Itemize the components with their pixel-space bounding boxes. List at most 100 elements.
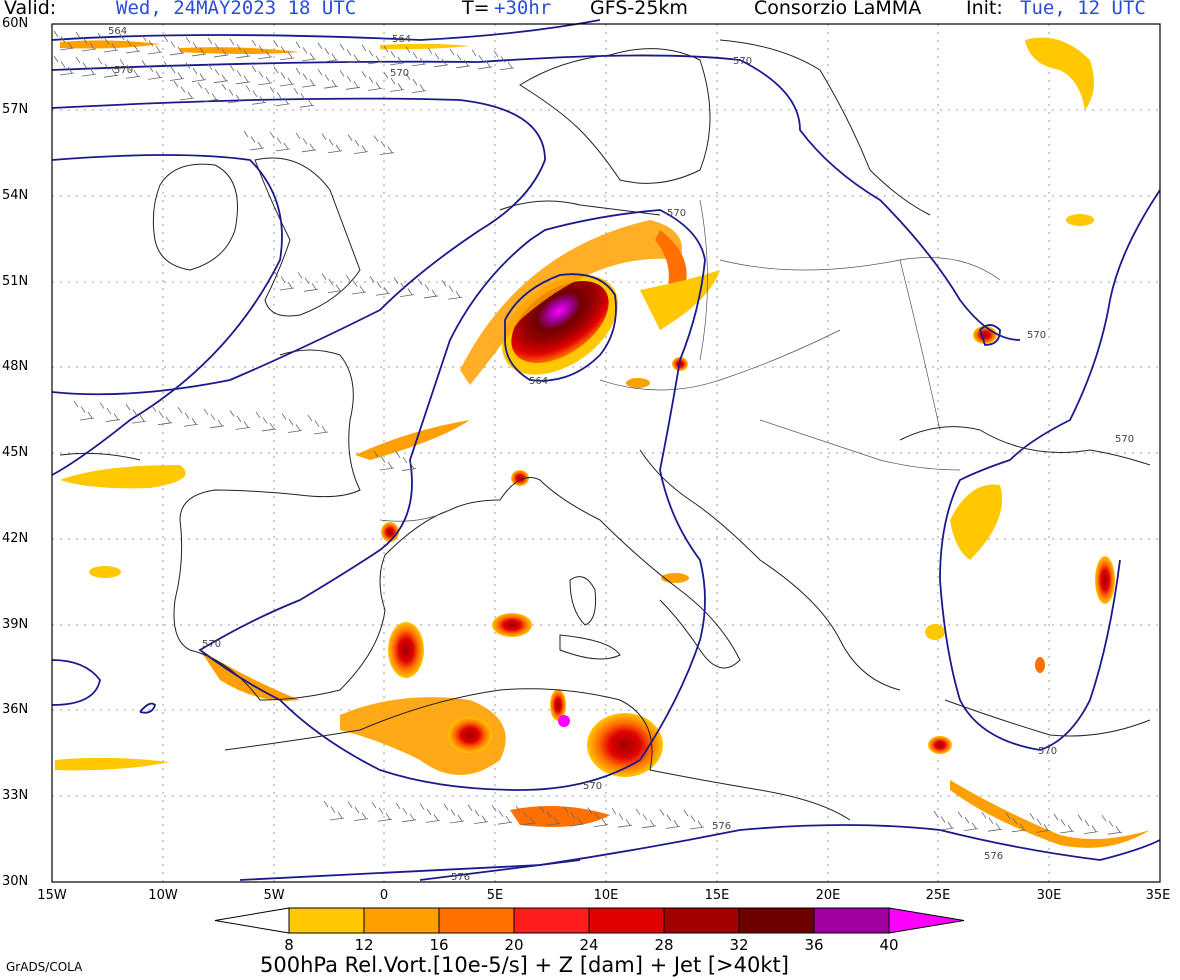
wind-barb xyxy=(141,34,163,55)
wind-barb xyxy=(163,61,185,81)
wind-barb xyxy=(321,133,343,154)
software-credit: GrADS/COLA xyxy=(6,960,83,974)
lat-label: 36N xyxy=(2,702,29,717)
valid-label: Valid: xyxy=(4,0,57,19)
wind-barb xyxy=(441,280,463,300)
wind-barb xyxy=(229,64,251,85)
wind-barb xyxy=(295,132,317,153)
wind-barb xyxy=(323,800,345,821)
init-label: Init: xyxy=(966,0,1003,19)
wind-barb xyxy=(251,65,273,86)
wind-barb xyxy=(273,66,295,87)
wind-barb xyxy=(53,55,75,76)
wind-barb xyxy=(405,46,427,67)
lat-label: 57N xyxy=(2,102,29,117)
wind-barb xyxy=(269,86,291,107)
wind-barb xyxy=(471,49,493,70)
contour-label: 570 xyxy=(202,639,221,650)
colorbar-bin xyxy=(513,907,590,934)
country-borders xyxy=(379,199,1001,522)
jet-wind-barbs xyxy=(53,30,1123,835)
contour-label: 570 xyxy=(1115,434,1134,445)
contour-label: 576 xyxy=(451,872,470,883)
wind-barb xyxy=(405,73,427,93)
height-contours xyxy=(51,19,1161,881)
lat-label: 33N xyxy=(2,788,29,803)
wind-barb xyxy=(141,60,163,80)
wind-barb xyxy=(73,400,95,421)
wind-barb xyxy=(119,59,141,79)
wind-barb xyxy=(245,85,267,105)
wind-barb xyxy=(97,57,119,78)
wind-barb xyxy=(317,68,339,89)
contour-labels: 564 564 570 570 570 570 564 570 570 570 … xyxy=(108,26,1134,883)
vorticity-shading xyxy=(55,37,1150,848)
wind-barb xyxy=(53,30,75,51)
wind-barb xyxy=(417,278,439,299)
lat-label: 45N xyxy=(2,445,29,460)
wind-barb xyxy=(269,131,291,152)
colorbar-bin xyxy=(438,907,515,934)
colorbar-tick: 16 xyxy=(429,936,449,954)
map-frame xyxy=(51,23,1161,883)
wind-barb xyxy=(1101,814,1123,835)
wind-barb xyxy=(933,810,955,831)
wind-barb xyxy=(373,450,395,471)
lon-label: 20E xyxy=(815,888,841,903)
contour-label: 570 xyxy=(114,65,133,76)
wind-barb xyxy=(347,801,369,821)
wind-barb xyxy=(611,807,633,828)
lat-label: 42N xyxy=(2,531,29,546)
wind-barb xyxy=(163,35,185,56)
wind-barb xyxy=(361,71,383,91)
wind-barb xyxy=(255,411,277,432)
lon-label: 35E xyxy=(1145,888,1171,903)
wind-barb xyxy=(295,41,317,62)
wind-barb xyxy=(297,272,319,292)
wind-barb xyxy=(97,32,119,53)
colorbar-bin xyxy=(738,907,815,934)
wind-barb xyxy=(177,407,199,427)
contour-label: 576 xyxy=(984,851,1003,862)
wind-barb xyxy=(683,809,705,830)
colorbar-bin xyxy=(363,907,440,934)
wind-barb xyxy=(185,36,207,57)
wind-barb xyxy=(493,50,515,71)
wind-barb xyxy=(635,808,657,829)
colorbar-bin xyxy=(588,907,665,934)
colorbar-tick: 8 xyxy=(284,936,294,954)
wind-barb xyxy=(395,802,417,823)
wind-barb xyxy=(207,37,229,58)
colorbar-tick: 32 xyxy=(729,936,749,954)
wind-barb xyxy=(427,47,449,68)
wind-barb xyxy=(339,70,361,90)
lon-label: 30E xyxy=(1036,888,1062,903)
forecast-hour: +30hr xyxy=(494,0,552,19)
wind-barb xyxy=(1053,813,1075,834)
lon-label: 15W xyxy=(37,888,67,903)
wind-barb xyxy=(273,40,295,61)
wind-barb xyxy=(1077,814,1099,834)
wind-barb xyxy=(229,38,251,59)
wind-barb xyxy=(295,67,317,88)
colorbar-tick: 20 xyxy=(504,936,524,954)
lon-label: 0 xyxy=(379,888,389,903)
lon-label: 10W xyxy=(148,888,178,903)
lat-label: 51N xyxy=(2,274,29,289)
wind-barb xyxy=(347,134,369,155)
contour-label: 570 xyxy=(733,56,752,67)
wind-barb xyxy=(587,807,609,827)
wind-barb xyxy=(197,82,219,102)
wind-barb xyxy=(281,413,303,433)
wind-barb xyxy=(383,72,405,92)
colorbar-tick: 24 xyxy=(579,936,599,954)
lat-label: 30N xyxy=(2,874,29,889)
colorbar-bin xyxy=(813,907,890,934)
wind-barb xyxy=(383,45,405,66)
wind-barb xyxy=(99,402,121,422)
contour-label: 576 xyxy=(712,821,731,832)
wind-barb xyxy=(173,80,195,101)
lon-label: 10E xyxy=(593,888,619,903)
lat-lon-grid xyxy=(52,24,1160,882)
